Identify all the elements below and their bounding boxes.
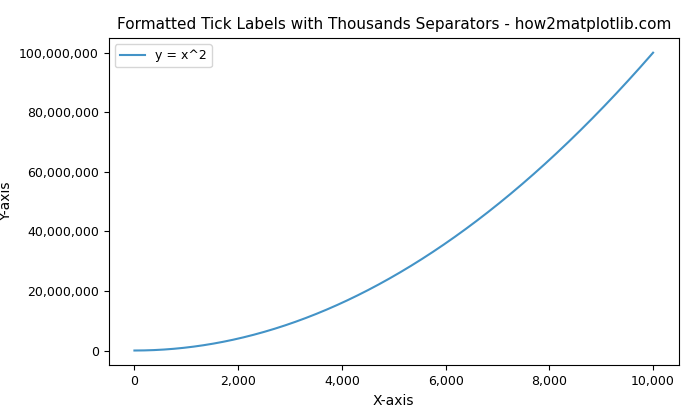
y = x^2 [358,290,367,295]
y = x^2 [486,207,495,213]
y = x^2 [130,348,139,353]
X-axis label: X-axis: X-axis [373,394,414,408]
Y-axis label: Y-axis: Y-axis [0,182,13,221]
Legend: y = x^2: y = x^2 [115,44,211,67]
y = x^2 [535,167,543,172]
y = x^2 [544,158,552,163]
Title: Formatted Tick Labels with Thousands Separators - how2matplotlib.com: Formatted Tick Labels with Thousands Sep… [117,18,671,32]
y = x^2 [649,50,657,55]
y = x^2 [183,345,192,350]
y = x^2 [340,299,349,304]
Line: y = x^2: y = x^2 [134,52,653,351]
